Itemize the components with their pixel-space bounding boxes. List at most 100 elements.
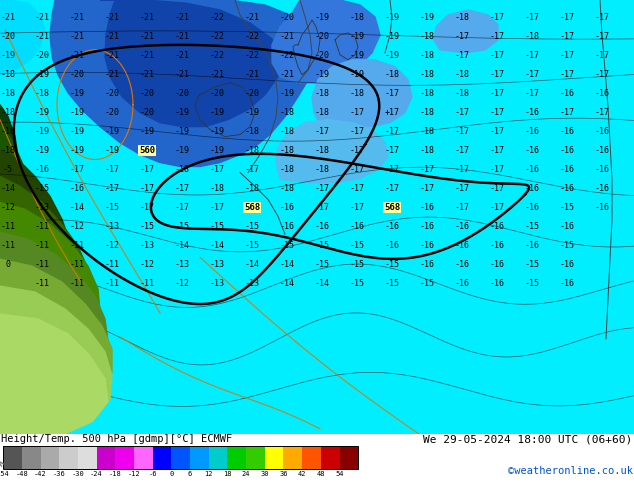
- Text: -13: -13: [105, 222, 119, 231]
- Text: -15: -15: [105, 203, 119, 212]
- Text: -17: -17: [595, 32, 609, 41]
- Text: -16: -16: [455, 241, 470, 250]
- Text: -17: -17: [174, 203, 190, 212]
- Polygon shape: [50, 0, 318, 167]
- Text: -16: -16: [559, 89, 574, 98]
- Text: -19: -19: [174, 146, 190, 155]
- Text: -20: -20: [139, 108, 155, 117]
- Text: -18: -18: [455, 89, 470, 98]
- Text: -16: -16: [455, 279, 470, 288]
- Text: -19: -19: [384, 13, 399, 23]
- Text: -12: -12: [139, 260, 155, 269]
- Text: -18: -18: [314, 108, 330, 117]
- Text: -17: -17: [420, 184, 434, 193]
- Text: -19: -19: [209, 146, 224, 155]
- Text: -16: -16: [524, 241, 540, 250]
- Text: -17: -17: [559, 70, 574, 79]
- Text: -12: -12: [127, 471, 140, 477]
- Text: -12: -12: [174, 279, 190, 288]
- Text: -18: -18: [245, 184, 259, 193]
- Text: -17: -17: [489, 184, 505, 193]
- Bar: [3, 446, 358, 468]
- Text: -17: -17: [384, 146, 399, 155]
- Text: -15: -15: [524, 279, 540, 288]
- Text: -16: -16: [420, 222, 434, 231]
- Polygon shape: [434, 10, 498, 53]
- Text: -15: -15: [349, 260, 365, 269]
- Text: -11: -11: [34, 241, 49, 250]
- Text: 30: 30: [261, 471, 269, 477]
- Text: -22: -22: [280, 51, 295, 60]
- Text: -16: -16: [559, 127, 574, 136]
- Text: ©weatheronline.co.uk: ©weatheronline.co.uk: [508, 466, 633, 476]
- Polygon shape: [100, 0, 282, 126]
- Bar: [22, 446, 41, 468]
- Text: -18: -18: [349, 13, 365, 23]
- Text: -16: -16: [524, 165, 540, 174]
- Bar: [190, 446, 209, 468]
- Text: -11: -11: [139, 279, 155, 288]
- Text: -15: -15: [559, 241, 574, 250]
- Text: -17: -17: [489, 89, 505, 98]
- Text: -21: -21: [139, 51, 155, 60]
- Text: -20: -20: [314, 51, 330, 60]
- Text: -17: -17: [489, 165, 505, 174]
- Text: -14: -14: [1, 184, 15, 193]
- Text: -20: -20: [1, 32, 15, 41]
- Text: Height/Temp. 500 hPa [gdmp][°C] ECMWF: Height/Temp. 500 hPa [gdmp][°C] ECMWF: [1, 434, 233, 444]
- Text: -16: -16: [595, 203, 609, 212]
- Text: -17: -17: [489, 108, 505, 117]
- Text: -17: -17: [349, 203, 365, 212]
- Text: -17: -17: [524, 51, 540, 60]
- Text: -21: -21: [70, 13, 84, 23]
- Bar: [153, 446, 171, 468]
- Text: -17: -17: [595, 13, 609, 23]
- Text: -15: -15: [245, 222, 259, 231]
- Text: -13: -13: [209, 279, 224, 288]
- Text: -17: -17: [489, 51, 505, 60]
- Text: -19: -19: [349, 51, 365, 60]
- Text: -17: -17: [174, 184, 190, 193]
- Text: -18: -18: [1, 70, 15, 79]
- Text: -11: -11: [34, 260, 49, 269]
- Text: -21: -21: [139, 70, 155, 79]
- Polygon shape: [0, 232, 108, 434]
- Text: -54: -54: [0, 471, 10, 477]
- Text: -20: -20: [70, 70, 84, 79]
- Text: -5: -5: [3, 165, 13, 174]
- Bar: [3, 446, 22, 468]
- Text: -11: -11: [34, 279, 49, 288]
- Text: -11: -11: [34, 222, 49, 231]
- Text: -21: -21: [174, 51, 190, 60]
- Text: -16: -16: [280, 203, 295, 212]
- Text: +17: +17: [384, 108, 399, 117]
- Text: 6: 6: [188, 471, 192, 477]
- Text: -21: -21: [70, 32, 84, 41]
- Polygon shape: [0, 314, 108, 434]
- Text: -16: -16: [595, 184, 609, 193]
- Text: -17: -17: [489, 70, 505, 79]
- Text: -18: -18: [1, 108, 15, 117]
- Text: -14: -14: [280, 260, 295, 269]
- Text: -19: -19: [1, 51, 15, 60]
- Text: -16: -16: [384, 241, 399, 250]
- Text: -17: -17: [595, 70, 609, 79]
- Text: -17: -17: [455, 165, 470, 174]
- Text: -16: -16: [524, 146, 540, 155]
- Text: -17: -17: [384, 127, 399, 136]
- Text: -16: -16: [559, 146, 574, 155]
- Text: -22: -22: [209, 32, 224, 41]
- Text: -12: -12: [70, 222, 84, 231]
- Text: -19: -19: [314, 70, 330, 79]
- Text: -16: -16: [34, 165, 49, 174]
- Polygon shape: [312, 60, 412, 126]
- Text: -17: -17: [595, 108, 609, 117]
- Polygon shape: [0, 176, 92, 434]
- Text: -21: -21: [70, 51, 84, 60]
- Text: -17: -17: [349, 165, 365, 174]
- Text: 560: 560: [139, 146, 155, 155]
- Text: -19: -19: [70, 127, 84, 136]
- Text: -16: -16: [70, 184, 84, 193]
- Text: -17: -17: [559, 32, 574, 41]
- Text: -12: -12: [105, 241, 119, 250]
